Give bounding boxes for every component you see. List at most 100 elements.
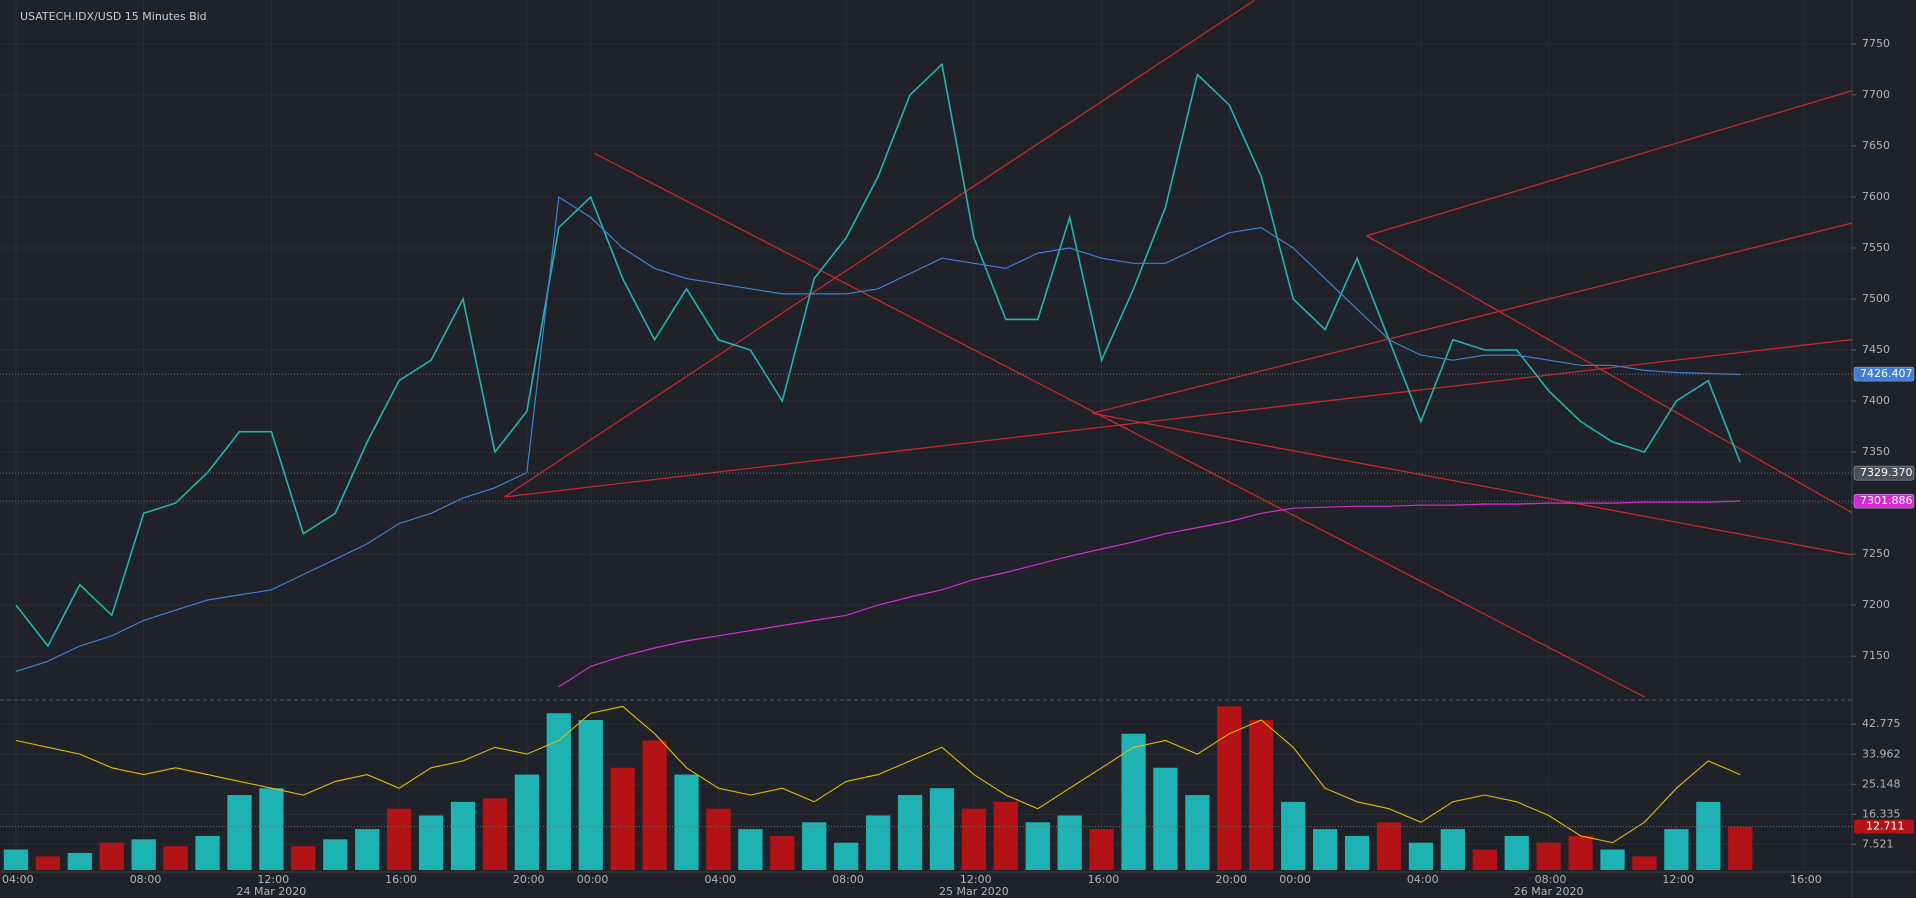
y-tick-label: 33.962 [1862, 747, 1901, 760]
volume-bar [738, 829, 763, 870]
series-line [15, 62, 1741, 648]
trendline [1366, 90, 1852, 237]
y-tick-label: 7400 [1862, 394, 1890, 407]
y-tick-label: 7450 [1862, 343, 1890, 356]
marker-box [1854, 819, 1914, 834]
chart-title: USATECH.IDX/USD 15 Minutes Bid [20, 10, 207, 23]
indicator-line [15, 705, 1741, 844]
volume-bar [1568, 835, 1593, 870]
y-tick-label: 7500 [1862, 292, 1890, 305]
x-tick-label: 08:00 [1535, 873, 1567, 886]
volume-bar [1376, 822, 1402, 870]
x-tick-label: 12:00 [960, 873, 992, 886]
x-tick-label: 08:00 [130, 873, 162, 886]
trendline [504, 0, 1256, 498]
volume-bar [482, 798, 508, 870]
volume-bar [259, 788, 284, 870]
y-tick-label: 7250 [1862, 547, 1890, 560]
volume-bar [3, 849, 29, 870]
volume-bar [674, 774, 699, 870]
date-label: 24 Mar 2020 [237, 885, 307, 898]
x-tick-label: 20:00 [513, 873, 545, 886]
y-tick-label: 7200 [1862, 598, 1890, 611]
x-tick-label: 16:00 [1088, 873, 1120, 886]
volume-bar [387, 808, 412, 870]
volume-bar [1472, 849, 1497, 870]
volume-bar [1344, 835, 1370, 870]
volume-bar [1025, 822, 1050, 870]
series-line [15, 195, 1741, 673]
volume-bar [961, 808, 987, 870]
volume-bar [131, 839, 156, 870]
x-tick-label: 12:00 [257, 873, 289, 886]
y-tick-label: 7700 [1862, 88, 1890, 101]
y-tick-label: 7350 [1862, 445, 1890, 458]
y-tick-label: 7150 [1862, 649, 1890, 662]
volume-bar [1057, 815, 1082, 870]
x-tick-label: 04:00 [704, 873, 736, 886]
y-tick-label: 7550 [1862, 241, 1890, 254]
marker-box [1853, 493, 1915, 509]
marker-label: 12.711 [1866, 820, 1905, 833]
volume-bar [450, 801, 476, 870]
volume-bar [1664, 829, 1689, 870]
volume-bar [1185, 795, 1210, 870]
price-pane [0, 0, 1852, 698]
volume-bar [770, 835, 795, 870]
date-label: 25 Mar 2020 [939, 885, 1009, 898]
x-tick-label: 00:00 [1279, 873, 1311, 886]
x-tick-label: 12:00 [1662, 873, 1694, 886]
y-tick-label: 16.335 [1862, 807, 1901, 820]
series-line [558, 500, 1741, 688]
volume-bar [578, 720, 603, 870]
volume-bar [291, 846, 316, 870]
x-tick-label: 20:00 [1215, 873, 1247, 886]
x-tick-label: 04:00 [1407, 873, 1439, 886]
axes: 7150720072507300735074007450750075507600… [2, 37, 1915, 898]
trendline [1091, 222, 1852, 414]
marker-box [1853, 465, 1915, 481]
volume-pane [0, 705, 1852, 870]
volume-bar [897, 795, 923, 870]
volume-bar [993, 801, 1018, 870]
volume-bar [1313, 829, 1338, 870]
date-label: 26 Mar 2020 [1514, 885, 1584, 898]
volume-bar [1600, 849, 1625, 870]
y-tick-label: 25.148 [1862, 777, 1901, 790]
y-tick-label: 42.775 [1862, 717, 1901, 730]
volume-bar [323, 839, 348, 870]
volume-bar [1536, 842, 1561, 870]
marker-label: 7301.886 [1860, 494, 1913, 507]
volume-bar [35, 856, 61, 870]
volume-bar [1632, 856, 1657, 870]
volume-bar [1728, 826, 1753, 870]
volume-bar [929, 788, 955, 870]
x-tick-label: 16:00 [1790, 873, 1822, 886]
y-tick-label: 7600 [1862, 190, 1890, 203]
volume-bar [1504, 835, 1529, 870]
volume-bar [1153, 767, 1178, 870]
volume-bar [99, 842, 124, 870]
trendline [593, 152, 1645, 698]
volume-bar [642, 740, 667, 870]
volume-bar [195, 835, 220, 870]
y-tick-label: 7650 [1862, 139, 1890, 152]
volume-bar [1249, 720, 1274, 870]
volume-bar [1217, 706, 1242, 870]
volume-bar [610, 767, 635, 870]
marker-label: 7329.370 [1860, 466, 1913, 479]
y-tick-label: 7.521 [1862, 837, 1894, 850]
trendline [504, 338, 1852, 498]
trendline [1091, 412, 1852, 556]
x-tick-label: 04:00 [2, 873, 34, 886]
volume-bar [67, 852, 92, 870]
volume-bar [802, 822, 827, 870]
x-tick-label: 00:00 [577, 873, 609, 886]
volume-bar [1281, 801, 1306, 870]
volume-bar [865, 815, 891, 870]
x-tick-label: 16:00 [385, 873, 417, 886]
trendline [1366, 235, 1852, 514]
volume-bar [163, 846, 188, 870]
